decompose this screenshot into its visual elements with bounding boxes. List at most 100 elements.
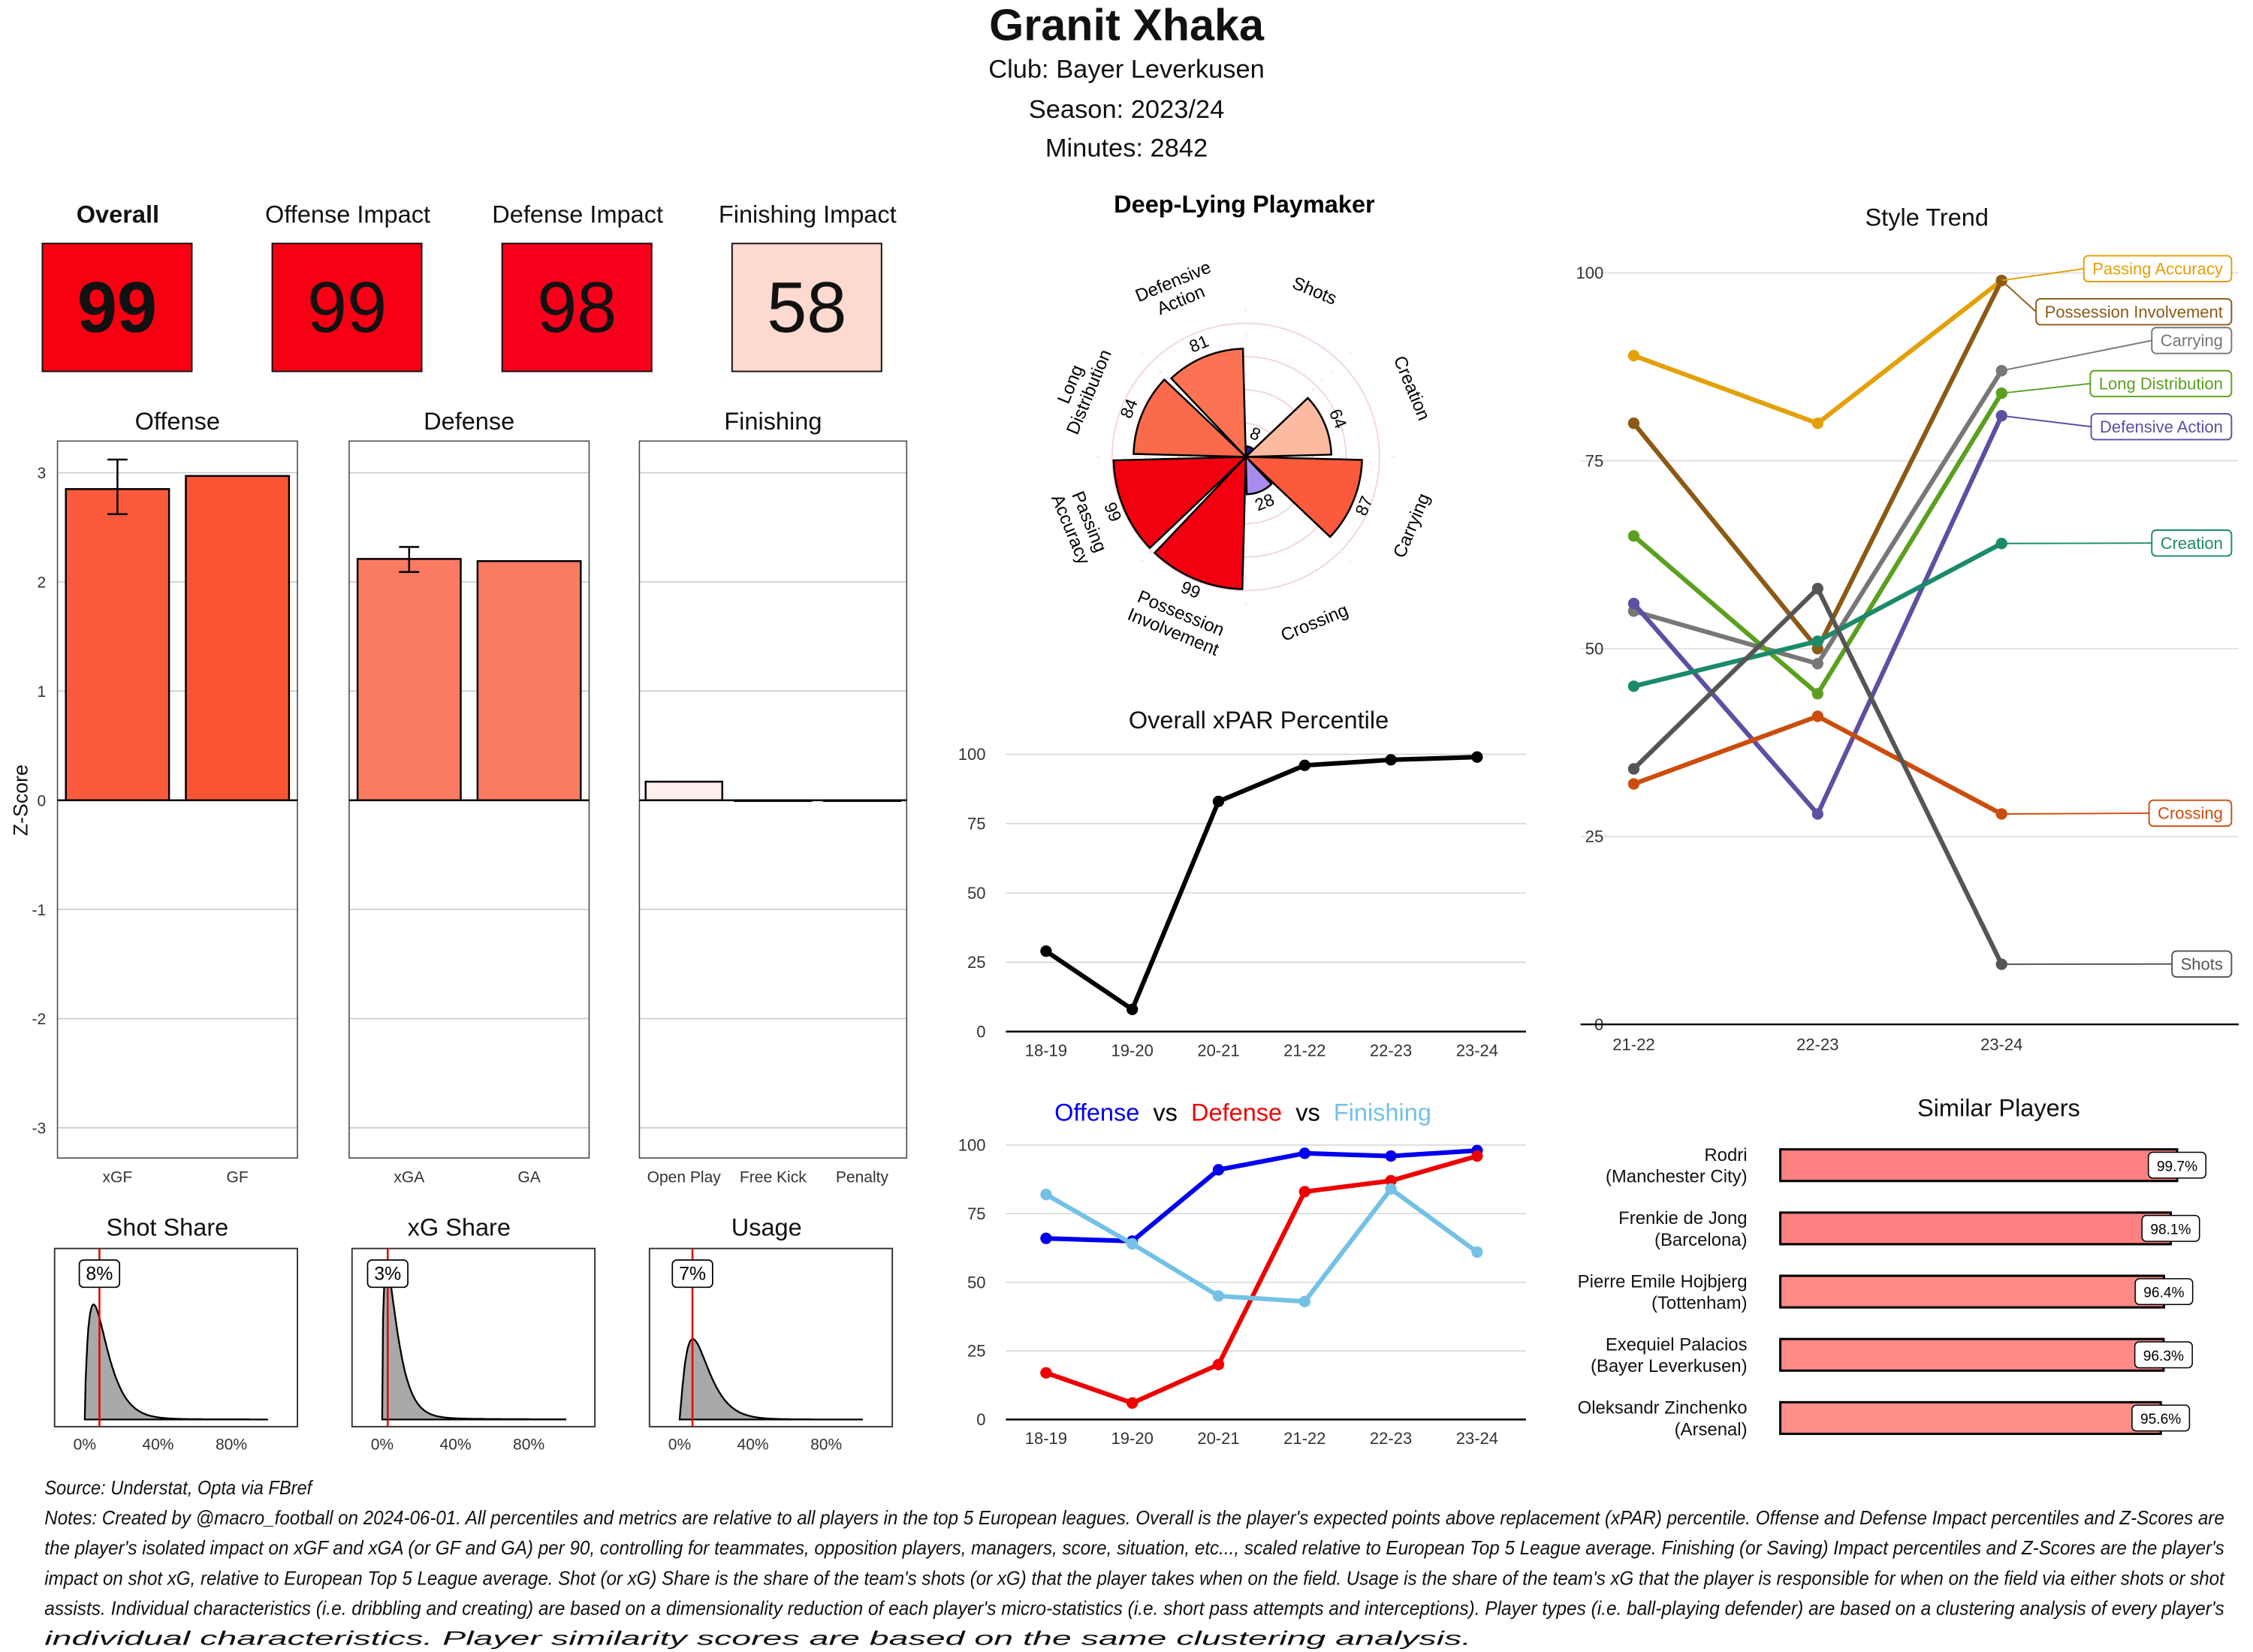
overall-card-value: 99 [41,243,193,372]
series-label-leader [2001,382,2091,394]
radar-title: Deep-Lying Playmaker [1114,191,1375,218]
y-tick-label: 25 [1585,828,1603,846]
x-tick-label: 0% [371,1436,394,1454]
bar-ga [476,560,582,801]
x-tick-label: GA [517,1169,540,1186]
point-carrying [1811,658,1823,670]
y-tick-label: -3 [32,1120,47,1138]
xpar-percentile-chart: Overall xPAR Percentile 0 25 50 75 100 18-19 19… [958,707,1526,1060]
y-tick-label: -1 [32,902,47,919]
y-tick-label: 2 [38,574,47,592]
x-tick-label: Free Kick [740,1169,807,1186]
bar-xga [356,558,462,801]
series-label-possession-involvement: Possession Involvement [2045,303,2223,321]
point-passing-accuracy [1811,418,1823,430]
x-tick-label: Penalty [836,1169,889,1186]
value-label: 7% [679,1264,706,1285]
series-label-leader [2001,542,2152,544]
chart-title: Overall xPAR Percentile [1129,707,1389,734]
similar-players-chart: Similar Players Rodri(Manchester City) 99.… [1578,1095,2206,1439]
overall-card-label: Overall [76,200,160,229]
panel-title: Defense [424,408,514,435]
x-tick-label: 22-23 [1370,1429,1412,1448]
point-defense [1040,1367,1052,1379]
point-xpar [1298,759,1310,771]
finishing-impact-card-value: 58 [731,243,882,372]
series-label-long-distribution: Long Distribution [2099,375,2223,393]
x-tick-label: 21-22 [1283,1429,1326,1448]
offense-defense-finishing-chart: Offense vs Defense vs Finishing 0 25 50 75 10… [958,1099,1526,1448]
offense-impact-card-value: 99 [271,243,423,372]
point-offense [1040,1232,1052,1244]
footer-notes: Source: Understat, Opta via FBref Notes: … [44,1478,2225,1650]
panel-title: xG Share [408,1213,511,1241]
density-curve [83,1304,268,1421]
chart-title: Offense vs Defense vs Finishing [1054,1099,1431,1126]
title-part: Offense [1054,1099,1139,1126]
density-curve [381,1265,567,1421]
polar-category-label: Crossing [1278,600,1351,646]
chart-title: Style Trend [1865,203,1989,231]
x-tick-label: 23-24 [1980,1036,2022,1054]
series-label-passing-accuracy: Passing Accuracy [2092,259,2223,278]
y-tick-label: 3 [38,465,47,482]
bar-gf [185,475,291,801]
series-label-carrying: Carrying [2161,331,2223,350]
panel-title: Shot Share [107,1213,229,1241]
series-label-leader [2001,267,2084,282]
series-label-shots: Shots [2181,954,2223,973]
point-possession-involvement [1627,418,1640,430]
player-name: Exequiel Palacios [1606,1335,1748,1355]
similarity-bar [1779,1400,2162,1436]
point-shots [1811,583,1823,595]
point-defense [1298,1186,1310,1198]
line-crossing [1633,713,2003,816]
bar-xgf [65,488,170,801]
player-club: (Tottenham) [1651,1293,1748,1313]
x-tick-label: 40% [439,1436,471,1454]
series-label-defensive-action: Defensive Action [2100,418,2223,436]
point-shots [1627,763,1640,775]
y-tick-label: 50 [1585,640,1603,659]
point-defensive-action [1627,598,1640,610]
player-club: (Barcelona) [1654,1230,1748,1250]
point-defensive-action [1811,808,1823,820]
polar-value-label: 64 [1326,406,1351,432]
line-passing-accuracy [1633,279,2004,426]
y-tick-label: 25 [967,1342,985,1361]
point-xpar [1212,795,1225,807]
similarity-label: 96.4% [2143,1286,2184,1301]
panel-title: Finishing [724,408,822,435]
polar-bar-carrying [1243,456,1363,538]
similarity-bar [1779,1337,2165,1372]
series-label-leader [2001,415,2092,428]
y-tick-label: 50 [967,884,985,903]
polar-category-label: Carrying [1389,490,1434,561]
notes-line: Notes: Created by @macro_football on 202… [44,1508,2224,1529]
x-tick-label: 40% [737,1436,769,1454]
point-creation [1627,680,1640,692]
polar-category-label: LongDistribution [1044,339,1115,437]
polar-category-label: DefensiveAction [1133,257,1222,324]
point-defensive-action [1995,409,2007,422]
notes-line: individual characteristics. Player simil… [44,1629,1471,1650]
point-finishing [1126,1237,1139,1250]
point-finishing [1385,1183,1397,1195]
value-label: 3% [374,1264,401,1285]
y-tick-label: 1 [38,683,47,701]
notes-line: impact on shot xG, relative to European … [44,1568,2225,1589]
y-tick-label: 25 [967,953,985,972]
minutes-line: Minutes: 2842 [1045,133,1208,163]
point-finishing [1212,1290,1225,1302]
y-tick-label: 75 [967,1204,985,1223]
polar-bar-long-distribution [1133,378,1249,458]
panel-title: Offense [135,408,220,435]
y-tick-label: 100 [1576,264,1604,282]
y-tick-label: 0 [976,1410,985,1429]
y-axis-label: Z-Score [9,764,32,836]
notes-line: assists. Individual characteristics (i.e… [44,1599,2224,1620]
x-tick-label: 22-23 [1370,1041,1412,1060]
defense-impact-card-value: 98 [501,243,653,372]
